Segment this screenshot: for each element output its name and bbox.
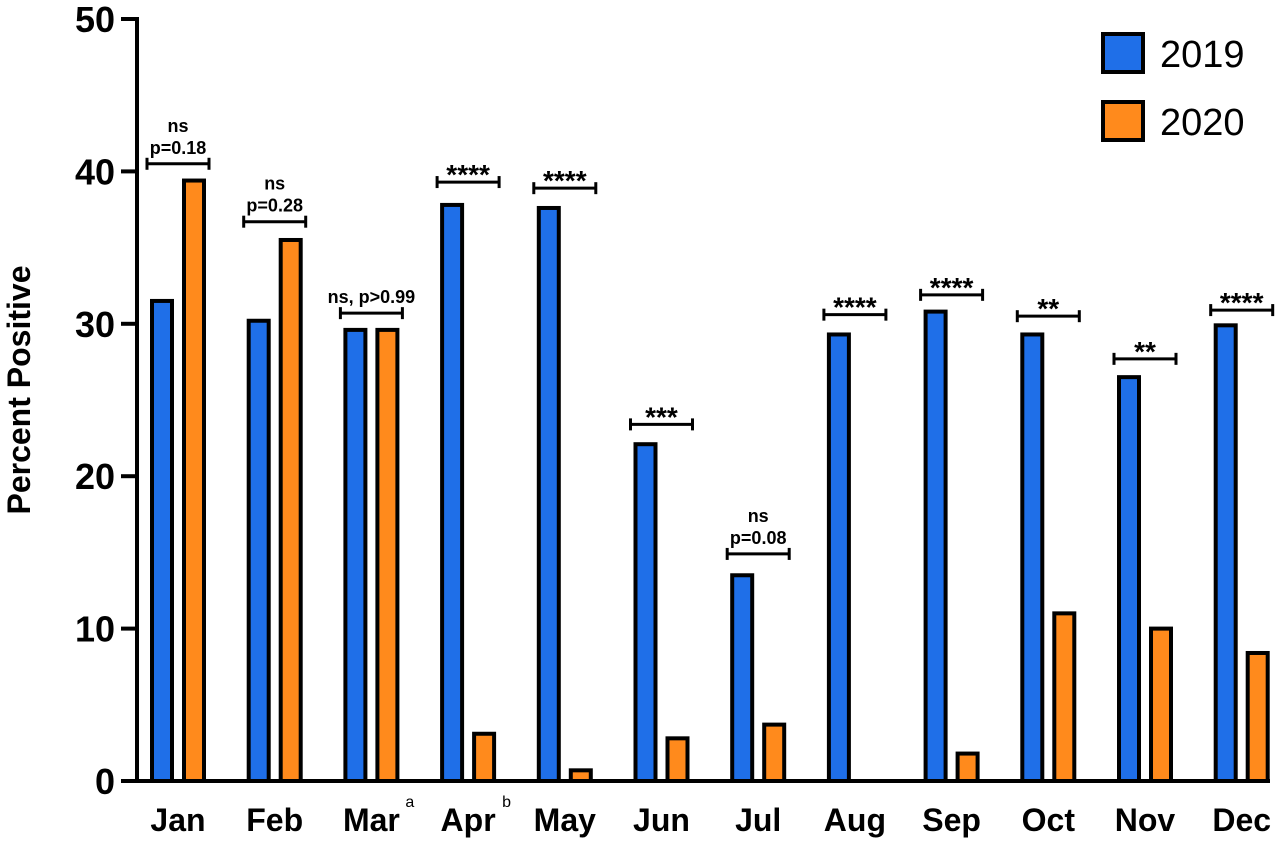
bar-2019-aug xyxy=(826,332,851,783)
y-tick-label: 0 xyxy=(95,761,115,802)
y-axis-label: Percent Positive xyxy=(1,266,37,515)
bars xyxy=(150,178,1270,784)
legend-swatch-2019 xyxy=(1101,32,1145,74)
x-tick-label-oct: Oct xyxy=(1022,802,1076,838)
legend: 2019 2020 xyxy=(1101,32,1245,144)
x-tick-superscript: a xyxy=(405,794,414,811)
legend-label-2019: 2019 xyxy=(1160,34,1245,76)
bar-2019-jun xyxy=(633,442,658,783)
x-tick-label-apr: Apr xyxy=(441,802,496,838)
x-tick-label-jun: Jun xyxy=(633,802,690,838)
significance-label: **** xyxy=(833,292,877,323)
significance-label: ns xyxy=(167,116,188,136)
x-tick-label-aug: Aug xyxy=(824,802,886,838)
y-tick-label: 10 xyxy=(75,609,115,650)
bar-2020-jan xyxy=(182,178,206,783)
significance-label: p=0.18 xyxy=(150,138,207,158)
bar-2019-mar xyxy=(343,327,368,783)
x-tick-label-mar: Mar xyxy=(343,802,400,838)
x-tick-label-dec: Dec xyxy=(1212,802,1271,838)
significance-label: p=0.28 xyxy=(246,196,303,216)
bar-2019-may xyxy=(536,205,561,783)
bar-2019-jan xyxy=(150,298,174,783)
significance-label: *** xyxy=(645,401,678,432)
bar-2020-feb xyxy=(278,237,303,784)
bar-2019-sep xyxy=(923,309,948,783)
x-tick-superscript: b xyxy=(502,794,511,811)
legend-swatch-2020 xyxy=(1101,100,1145,142)
bar-2019-jul xyxy=(730,573,755,784)
x-tick-label-nov: Nov xyxy=(1115,802,1176,838)
axes: 0 10 20 30 40 50 xyxy=(75,0,1270,802)
y-tick-label: 40 xyxy=(75,151,115,192)
significance-label: **** xyxy=(446,159,490,190)
significance-label: **** xyxy=(1220,287,1264,318)
bar-2020-jul xyxy=(762,722,787,783)
significance-label: **** xyxy=(930,272,974,303)
bar-2020-sep xyxy=(955,751,980,783)
x-tick-label-sep: Sep xyxy=(922,802,981,838)
bar-2019-feb xyxy=(246,318,271,783)
bar-2020-dec xyxy=(1245,650,1270,784)
y-tick-label: 30 xyxy=(75,304,115,345)
bar-2019-apr xyxy=(440,202,465,784)
significance-label: p=0.08 xyxy=(730,528,787,548)
y-tick-label: 50 xyxy=(75,0,115,40)
x-tick-label-feb: Feb xyxy=(246,802,303,838)
bar-2020-apr xyxy=(472,731,497,783)
legend-label-2020: 2020 xyxy=(1160,102,1245,144)
x-tick-label-jul: Jul xyxy=(735,802,781,838)
y-tick-label: 20 xyxy=(75,456,115,497)
significance-label: ns, p>0.99 xyxy=(328,287,416,307)
bar-2020-oct xyxy=(1052,611,1077,783)
x-tick-label-may: May xyxy=(534,802,596,838)
bar-2019-dec xyxy=(1213,323,1238,783)
significance-label: **** xyxy=(543,165,587,196)
bar-2019-oct xyxy=(1020,332,1045,783)
bar-2019-nov xyxy=(1117,375,1141,783)
significance-label: ns xyxy=(748,506,769,526)
significance-label: ** xyxy=(1037,293,1059,324)
x-tick-label-jan: Jan xyxy=(150,802,205,838)
bar-2020-jun xyxy=(665,736,690,784)
significance-label: ns xyxy=(264,174,285,194)
bar-2020-nov xyxy=(1149,626,1173,783)
bar-2020-may xyxy=(568,768,593,783)
significance-label: ** xyxy=(1134,336,1156,367)
bar-2020-mar xyxy=(375,327,400,783)
x-tick-labels: Jan Feb Mar a Apr b May Jun Jul Aug Sep Oct Nov Dec xyxy=(150,794,1271,838)
